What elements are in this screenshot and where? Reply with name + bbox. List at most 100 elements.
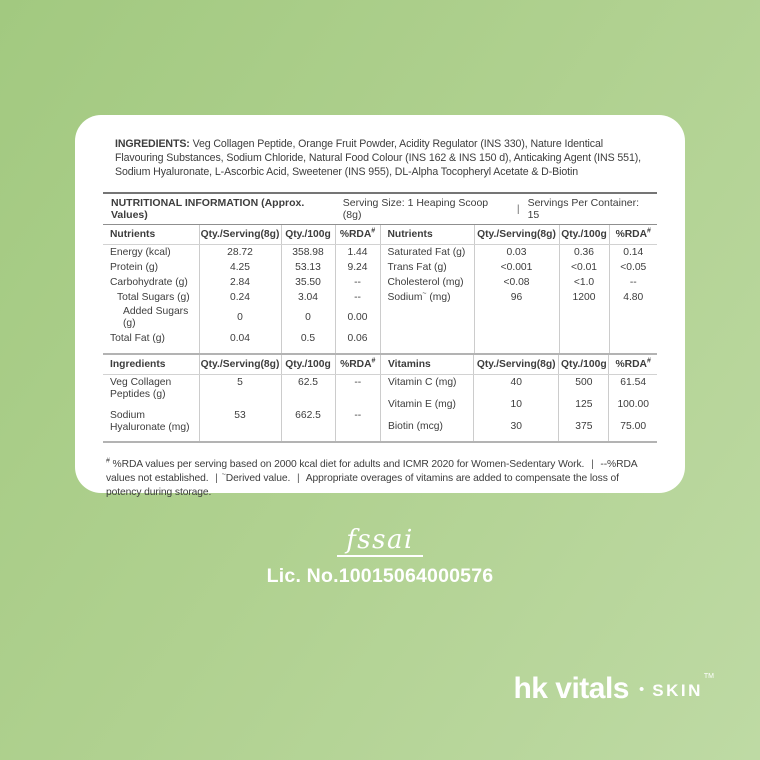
nutrient-value: 0 [280,305,335,331]
col-vitamins: Vitamins [380,355,474,375]
nutrient-value: 0.36 [558,244,609,260]
nutrient-value: 125 [558,397,609,419]
table-title-row: NUTRITIONAL INFORMATION (Approx. Values)… [103,192,657,225]
table-row: Biotin (mcg) 30 375 75.00 [381,419,657,441]
nutrient-label: Veg Collagen Peptides (g) [110,377,172,400]
nutrient-value: <0.001 [473,260,559,275]
empty-cell [558,331,609,346]
nutrient-label: Protein (g) [110,261,159,273]
empty-cell [473,346,559,354]
col-qty-serving: Qty./Serving(8g) [473,225,559,245]
nutrient-value: 1.44 [334,244,380,260]
nutrient-value: -- [608,275,657,290]
col-rda: %RDA# [608,355,657,375]
table-row: Added Sugars (g) 0 0 0.00 [103,305,657,331]
nutrients-table: Nutrients Qty./Serving(8g) Qty./100g %RD… [103,225,657,355]
table-row: Energy (kcal) 28.72 358.98 1.44 Saturated Fa… [103,244,657,260]
section1-body: Energy (kcal) 28.72 358.98 1.44 Saturated Fa… [103,244,657,354]
empty-cell [379,305,474,331]
vitamins-table: Vitamins Qty./Serving(8g) Qty./100g %RDA… [380,355,657,441]
nutrient-value: 100.00 [608,397,657,419]
brand-dot-icon: • [639,681,645,698]
nutrient-value: 61.54 [608,374,657,397]
nutrient-value: 53.13 [280,260,335,275]
serving-size: Serving Size: 1 Heaping Scoop (8g) [342,197,489,221]
ingredients-paragraph: INGREDIENTS: Veg Collagen Peptide, Orang… [115,137,643,179]
nutrient-label: Energy (kcal) [110,246,171,258]
empty-cell [608,305,657,331]
ingredients-text: Veg Collagen Peptide, Orange Fruit Powde… [115,138,642,178]
col-qty-100g: Qty./100g [280,355,335,375]
nutrient-value: 0.5 [280,331,335,346]
col-ingredients: Ingredients [103,355,199,375]
nutrient-value: 375 [558,419,609,441]
col-qty-100g: Qty./100g [280,225,335,245]
nutrient-value: 35.50 [280,275,335,290]
section2-right-body: Vitamin C (mg) 40 500 61.54 Vitamin E (mg) 10… [381,374,657,441]
nutrient-value: 500 [558,374,609,397]
nutrition-label-card: INGREDIENTS: Veg Collagen Peptide, Orang… [75,115,685,498]
license-number: Lic. No.10015064000576 [266,565,494,588]
nutrient-value: 0.24 [198,290,281,305]
empty-cell [558,346,609,354]
nutrient-value: 30 [473,419,559,441]
section2: Ingredients Qty./Serving(8g) Qty./100g %… [103,355,657,443]
empty-cell [280,346,335,354]
col-rda: %RDA# [608,225,657,245]
table-row: Vitamin E (mg) 10 125 100.00 [381,397,657,419]
table-row: Vitamin C (mg) 40 500 61.54 [381,374,657,397]
col-qty-serving: Qty./Serving(8g) [198,355,281,375]
nutrient-value: 2.84 [198,275,281,290]
table-row: Total Sugars (g) 0.24 3.04 -- Sodium~ (mg) 96… [103,290,657,305]
empty-cell [473,305,559,331]
nutrient-label: Added Sugars (g) [123,306,189,329]
nutrient-label: Carbohydrate (g) [110,276,188,288]
col-nutrients-right: Nutrients [379,225,474,245]
nutrient-value: 0.14 [608,244,657,260]
serving-divider: | [516,203,520,215]
nutrient-value: 96 [473,290,559,305]
table-row: Protein (g) 4.25 53.13 9.24 Trans Fat (g) <0.… [103,260,657,275]
section2-left-body: Veg Collagen Peptides (g) 5 62.5 -- Sodium H… [103,374,380,441]
spacer-row [103,346,657,354]
nutrient-value: 62.5 [280,374,335,408]
empty-cell [608,331,657,346]
nutrient-label: Vitamin C (mg) [388,377,457,388]
nutrient-value: 40 [473,374,559,397]
nutrient-value: -- [334,290,380,305]
nutrient-value: 10 [473,397,559,419]
nutrient-value: 0.03 [473,244,559,260]
nutrient-value: -- [334,374,380,408]
ingredients-header-row: Ingredients Qty./Serving(8g) Qty./100g %… [103,355,380,375]
col-rda: %RDA# [334,355,380,375]
nutrient-label: Cholesterol (mg) [379,275,474,290]
nutrient-value: -- [334,408,380,441]
table-title: NUTRITIONAL INFORMATION (Approx. Values) [111,197,305,221]
col-qty-100g: Qty./100g [558,225,609,245]
empty-cell [608,346,657,354]
brand-name: hk vitals [513,672,629,705]
fssai-block: fssai Lic. No.10015064000576 [0,526,760,588]
nutrient-label: Total Sugars (g) [117,291,190,303]
nutrient-value: 5 [198,374,281,408]
brand-logo: hk vitals • SKIN TM [513,672,714,705]
nutrient-value: 1200 [558,290,609,305]
ingredients-label: INGREDIENTS: [115,138,190,150]
servings-per-container: Servings Per Container: 15 [527,197,640,221]
nutrient-value: 28.72 [198,244,281,260]
nutrient-value: 3.04 [280,290,335,305]
fssai-logo: fssai [337,526,423,558]
col-qty-100g: Qty./100g [558,355,609,375]
nutrient-value: -- [334,275,380,290]
nutrient-value: <0.01 [558,260,609,275]
nutrient-value: 662.5 [280,408,335,441]
table-row: Veg Collagen Peptides (g) 5 62.5 -- [103,374,380,408]
col-nutrients-left: Nutrients [103,225,199,245]
nutrient-value: 0 [198,305,281,331]
serving-info: Serving Size: 1 Heaping Scoop (8g) | Ser… [343,197,653,221]
empty-cell [558,305,609,331]
nutrient-label: Sodium~ (mg) [379,290,474,305]
nutrient-label: Vitamin E (mg) [388,399,456,410]
empty-cell [379,331,474,346]
